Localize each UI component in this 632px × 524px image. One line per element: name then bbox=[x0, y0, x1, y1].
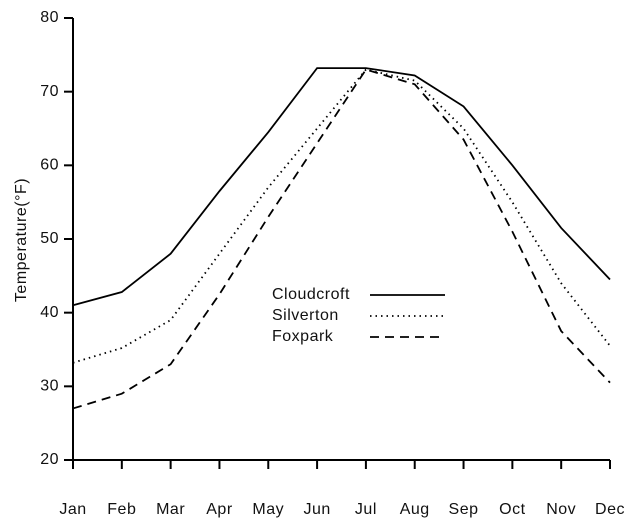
y-tick-label: 70 bbox=[40, 83, 59, 100]
y-tick-label: 20 bbox=[40, 451, 59, 468]
legend-label: Cloudcroft bbox=[272, 286, 350, 303]
x-tick-label: Jun bbox=[303, 501, 330, 518]
x-tick-label: Mar bbox=[156, 501, 185, 518]
x-tick-label: Apr bbox=[206, 501, 233, 518]
x-tick-label: Oct bbox=[499, 501, 525, 518]
x-tick-label: May bbox=[252, 501, 284, 518]
y-tick-label: 50 bbox=[40, 230, 59, 247]
x-tick-label: Jul bbox=[355, 501, 377, 518]
x-tick-label: Aug bbox=[400, 501, 430, 518]
x-tick-label: Sep bbox=[449, 501, 479, 518]
x-tick-label: Jan bbox=[59, 501, 86, 518]
y-tick-label: 60 bbox=[40, 157, 59, 174]
y-tick-label: 40 bbox=[40, 304, 59, 321]
series-line bbox=[72, 68, 611, 364]
legend-label: Silverton bbox=[272, 307, 339, 324]
y-tick-label: 30 bbox=[40, 378, 59, 395]
series-line bbox=[72, 68, 611, 410]
legend-label: Foxpark bbox=[272, 328, 334, 345]
y-tick-label: 80 bbox=[40, 9, 59, 26]
x-tick-label: Dec bbox=[595, 501, 625, 518]
series-line bbox=[72, 67, 611, 307]
y-axis-label: Temperature(°F) bbox=[13, 178, 30, 302]
x-tick-label: Feb bbox=[107, 501, 136, 518]
x-tick-label: Nov bbox=[546, 501, 576, 518]
